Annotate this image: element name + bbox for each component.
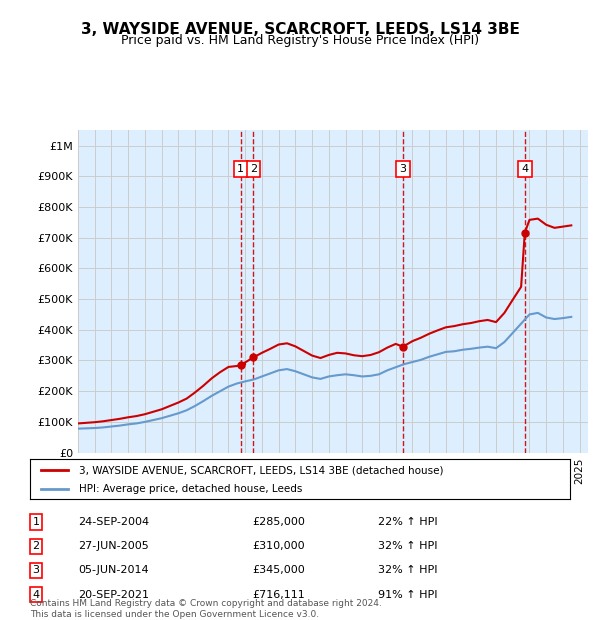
Text: 32% ↑ HPI: 32% ↑ HPI bbox=[378, 541, 437, 551]
Text: £285,000: £285,000 bbox=[252, 517, 305, 527]
Text: HPI: Average price, detached house, Leeds: HPI: Average price, detached house, Leed… bbox=[79, 484, 302, 494]
Text: 4: 4 bbox=[521, 164, 529, 174]
Text: 05-JUN-2014: 05-JUN-2014 bbox=[78, 565, 149, 575]
Text: 2: 2 bbox=[32, 541, 40, 551]
Text: £345,000: £345,000 bbox=[252, 565, 305, 575]
Text: Price paid vs. HM Land Registry's House Price Index (HPI): Price paid vs. HM Land Registry's House … bbox=[121, 34, 479, 47]
Text: 32% ↑ HPI: 32% ↑ HPI bbox=[378, 565, 437, 575]
Text: 4: 4 bbox=[32, 590, 40, 600]
Text: 3, WAYSIDE AVENUE, SCARCROFT, LEEDS, LS14 3BE: 3, WAYSIDE AVENUE, SCARCROFT, LEEDS, LS1… bbox=[80, 22, 520, 37]
Text: 91% ↑ HPI: 91% ↑ HPI bbox=[378, 590, 437, 600]
Text: 3: 3 bbox=[32, 565, 40, 575]
Text: 1: 1 bbox=[32, 517, 40, 527]
Text: £716,111: £716,111 bbox=[252, 590, 305, 600]
Text: 3, WAYSIDE AVENUE, SCARCROFT, LEEDS, LS14 3BE (detached house): 3, WAYSIDE AVENUE, SCARCROFT, LEEDS, LS1… bbox=[79, 465, 443, 475]
Text: 27-JUN-2005: 27-JUN-2005 bbox=[78, 541, 149, 551]
Text: 2: 2 bbox=[250, 164, 257, 174]
Text: 1: 1 bbox=[237, 164, 244, 174]
Text: Contains HM Land Registry data © Crown copyright and database right 2024.
This d: Contains HM Land Registry data © Crown c… bbox=[30, 600, 382, 619]
Text: 24-SEP-2004: 24-SEP-2004 bbox=[78, 517, 149, 527]
Text: 3: 3 bbox=[400, 164, 406, 174]
Text: 20-SEP-2021: 20-SEP-2021 bbox=[78, 590, 149, 600]
Text: £310,000: £310,000 bbox=[252, 541, 305, 551]
Text: 22% ↑ HPI: 22% ↑ HPI bbox=[378, 517, 437, 527]
